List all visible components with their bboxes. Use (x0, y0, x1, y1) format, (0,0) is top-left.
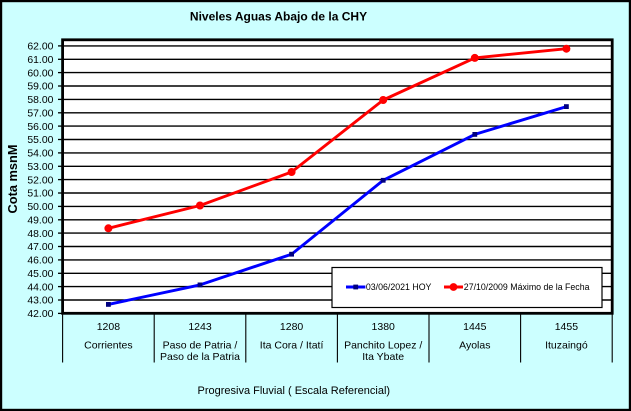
svg-text:45.00: 45.00 (27, 269, 53, 280)
svg-text:56.00: 56.00 (27, 122, 53, 133)
svg-text:61.00: 61.00 (27, 55, 53, 66)
svg-text:Niveles Aguas Abajo de la CHY: Niveles Aguas Abajo de la CHY (190, 10, 367, 24)
svg-text:Ayolas: Ayolas (459, 339, 490, 351)
svg-text:1455: 1455 (555, 321, 579, 333)
svg-text:Panchito Lopez /: Panchito Lopez / (344, 339, 422, 351)
svg-text:55.00: 55.00 (27, 135, 53, 146)
svg-text:57.00: 57.00 (27, 109, 53, 120)
svg-text:53.00: 53.00 (27, 162, 53, 173)
svg-text:Paso de Patria /: Paso de Patria / (163, 339, 238, 351)
svg-text:Ita Cora / Itatí: Ita Cora / Itatí (260, 339, 324, 351)
svg-text:1445: 1445 (463, 321, 487, 333)
svg-text:27/10/2009 Máximo de la Fecha: 27/10/2009 Máximo de la Fecha (464, 282, 590, 292)
svg-text:Ituzaingó: Ituzaingó (545, 339, 588, 351)
svg-text:1208: 1208 (97, 321, 121, 333)
svg-text:Corrientes: Corrientes (84, 339, 132, 351)
svg-text:Ita Ybate: Ita Ybate (362, 351, 404, 363)
svg-text:03/06/2021 HOY: 03/06/2021 HOY (366, 282, 432, 292)
svg-text:52.00: 52.00 (27, 175, 53, 186)
svg-text:60.00: 60.00 (27, 68, 53, 79)
svg-text:44.00: 44.00 (27, 282, 53, 293)
svg-text:59.00: 59.00 (27, 82, 53, 93)
svg-text:47.00: 47.00 (27, 242, 53, 253)
svg-text:1280: 1280 (280, 321, 304, 333)
svg-text:Progresiva Fluvial ( Escala Re: Progresiva Fluvial ( Escala Referencial) (198, 385, 391, 397)
svg-text:49.00: 49.00 (27, 216, 53, 227)
svg-text:Cota msnM: Cota msnM (5, 145, 20, 214)
svg-text:1243: 1243 (188, 321, 212, 333)
svg-text:54.00: 54.00 (27, 149, 53, 160)
svg-text:Paso de la Patria: Paso de la Patria (160, 351, 240, 363)
svg-text:42.00: 42.00 (27, 309, 53, 320)
svg-text:50.00: 50.00 (27, 202, 53, 213)
svg-text:43.00: 43.00 (27, 296, 53, 307)
svg-text:46.00: 46.00 (27, 256, 53, 267)
svg-text:1380: 1380 (372, 321, 396, 333)
svg-text:51.00: 51.00 (27, 189, 53, 200)
svg-text:62.00: 62.00 (27, 42, 53, 53)
svg-text:58.00: 58.00 (27, 95, 53, 106)
svg-text:48.00: 48.00 (27, 229, 53, 240)
